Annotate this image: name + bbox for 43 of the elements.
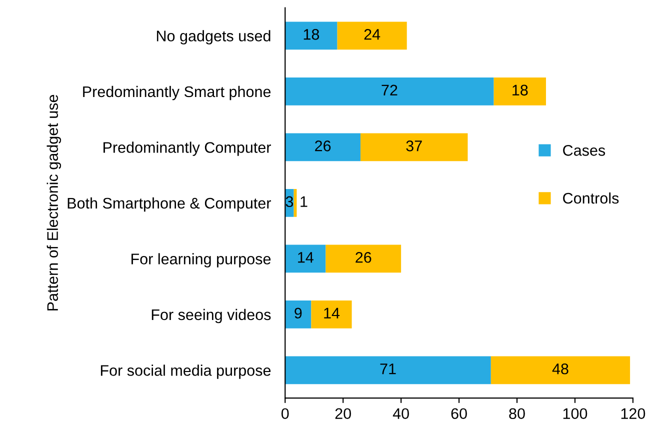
bar xyxy=(337,22,407,50)
legend-label: Controls xyxy=(563,192,619,204)
bar xyxy=(360,133,468,162)
data-label: 24 xyxy=(364,29,380,40)
y-tick-label: For learning purpose xyxy=(132,253,271,268)
x-tick-label: 40 xyxy=(392,408,409,420)
data-label: 48 xyxy=(552,363,568,374)
y-tick-label: Predominantly Computer xyxy=(104,142,271,156)
data-label: 14 xyxy=(298,252,314,263)
x-tick-label: 20 xyxy=(335,408,351,420)
y-tick-label: Predominantly Smart phone xyxy=(83,86,271,100)
data-label: 37 xyxy=(406,140,422,152)
data-label: 14 xyxy=(324,308,340,318)
legend-label: Cases xyxy=(563,145,606,156)
bar xyxy=(285,356,491,384)
x-tick-label: 0 xyxy=(281,408,289,420)
bar xyxy=(311,300,352,328)
bar xyxy=(285,244,326,273)
data-label: 18 xyxy=(304,29,320,40)
x-tick-label: 100 xyxy=(563,408,588,420)
y-axis-title: Pattern of Electronic gadget use xyxy=(46,94,62,310)
data-label: 3 xyxy=(286,196,294,208)
x-tick-label: 60 xyxy=(451,408,467,420)
y-tick-label: No gadgets used xyxy=(156,30,270,44)
bar xyxy=(490,356,630,384)
data-label: 1 xyxy=(300,196,308,207)
bar xyxy=(326,244,402,273)
y-tick-label: For social media purpose xyxy=(100,364,271,379)
data-label: 72 xyxy=(382,84,398,96)
data-label: 26 xyxy=(315,140,331,152)
bar xyxy=(494,78,546,106)
x-tick-label: 80 xyxy=(509,408,525,420)
data-label: 9 xyxy=(294,308,302,319)
y-tick-label: Both Smartphone & Computer xyxy=(68,197,271,212)
bar xyxy=(285,300,312,328)
data-label: 71 xyxy=(380,364,396,374)
x-tick-label: 120 xyxy=(621,408,646,420)
data-label: 26 xyxy=(356,252,372,263)
data-label: 18 xyxy=(512,84,528,96)
bar xyxy=(285,78,494,106)
bar xyxy=(285,133,360,162)
y-tick-label: For seeing videos xyxy=(152,308,271,324)
bar xyxy=(285,22,338,50)
